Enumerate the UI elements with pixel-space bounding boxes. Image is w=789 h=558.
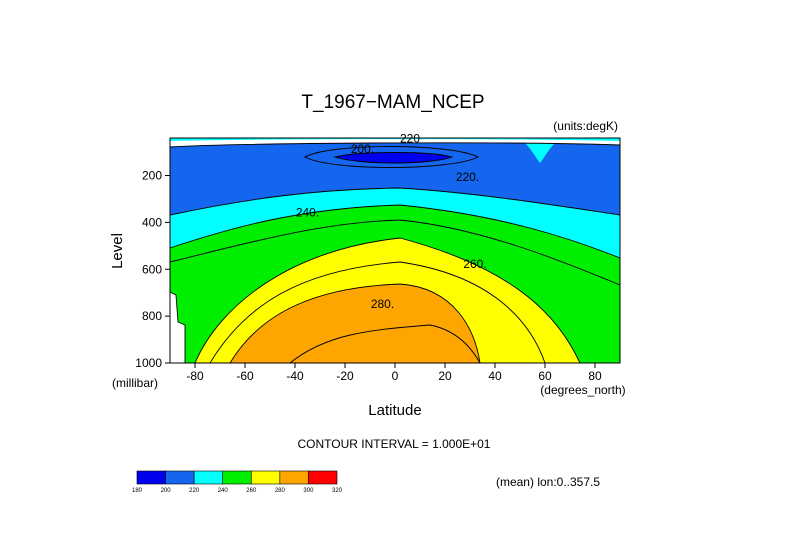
- contour-lines: [169, 142, 621, 364]
- surface-mask: [170, 292, 185, 363]
- y-tick-label: 400: [142, 215, 162, 229]
- band-280-300: [230, 284, 480, 363]
- contour-label: 240.: [296, 205, 319, 219]
- contour-label: 280.: [371, 297, 394, 311]
- colorbar-swatch: [279, 470, 309, 485]
- y-tick-label: 1000: [135, 356, 162, 370]
- colorbar-swatch: [250, 470, 281, 485]
- band-220-240: [170, 188, 620, 258]
- x-tick-label: -80: [186, 369, 204, 383]
- footer-note: (mean) lon:0..357.5: [496, 475, 600, 489]
- colorbar-label: 200: [161, 488, 172, 494]
- units-label: (units:degK): [553, 119, 618, 133]
- x-axis-title: Latitude: [368, 402, 421, 419]
- plot-area: 220 200. 220. 240. 260. 280.: [169, 132, 621, 364]
- contour-label: 200.: [351, 142, 374, 156]
- y-tick-label: 600: [142, 262, 162, 276]
- x-tick-label: 40: [488, 369, 502, 383]
- colorbar-label: 220: [189, 488, 200, 494]
- y-unit-label: (millibar): [112, 376, 158, 390]
- band-240-260: [170, 205, 620, 363]
- colorbar-label: 300: [303, 488, 314, 494]
- colorbar-label: 260: [246, 488, 257, 494]
- y-tick-label: 200: [142, 169, 162, 183]
- contour-labels: 220 200. 220. 240. 260. 280.: [296, 132, 487, 311]
- colorbar-label: 180: [132, 488, 143, 494]
- colorbar-label: 240: [218, 488, 229, 494]
- y-tick-label: 800: [142, 309, 162, 323]
- y-axis: 200 400 600 800 1000: [135, 169, 170, 370]
- contour-label: 220: [400, 132, 420, 146]
- band-220-240-tongue: [525, 143, 555, 163]
- x-tick-label: 20: [438, 369, 452, 383]
- contour-interval-text: CONTOUR INTERVAL = 1.000E+01: [298, 437, 491, 451]
- band-200-220: [170, 142, 620, 215]
- x-tick-label: -60: [236, 369, 254, 383]
- x-axis: -80 -60 -40 -20 0 20 40 60 80: [186, 363, 602, 383]
- x-unit-label: (degrees_north): [540, 383, 625, 397]
- colorbar-swatch: [165, 470, 195, 485]
- colorbar-swatch: [308, 470, 338, 485]
- x-tick-label: -40: [286, 369, 304, 383]
- x-tick-label: 0: [392, 369, 399, 383]
- x-tick-label: 80: [588, 369, 602, 383]
- band-220-240-top-strip: [170, 138, 620, 141]
- colorbar-swatch: [222, 470, 252, 485]
- colorbar-label: 320: [332, 488, 343, 494]
- contour-label: 260.: [463, 257, 486, 271]
- colorbar: 180 200 220 240 260 280 300 320: [132, 470, 343, 494]
- colorbar-label: 280: [275, 488, 286, 494]
- x-tick-label: -20: [336, 369, 354, 383]
- band-lt-200: [335, 152, 452, 163]
- colorbar-swatch: [193, 470, 224, 485]
- x-tick-label: 60: [538, 369, 552, 383]
- chart-title: T_1967−MAM_NCEP: [301, 92, 484, 113]
- y-axis-title: Level: [109, 233, 126, 269]
- contour-label: 220.: [456, 170, 479, 184]
- colorbar-swatch: [136, 470, 166, 485]
